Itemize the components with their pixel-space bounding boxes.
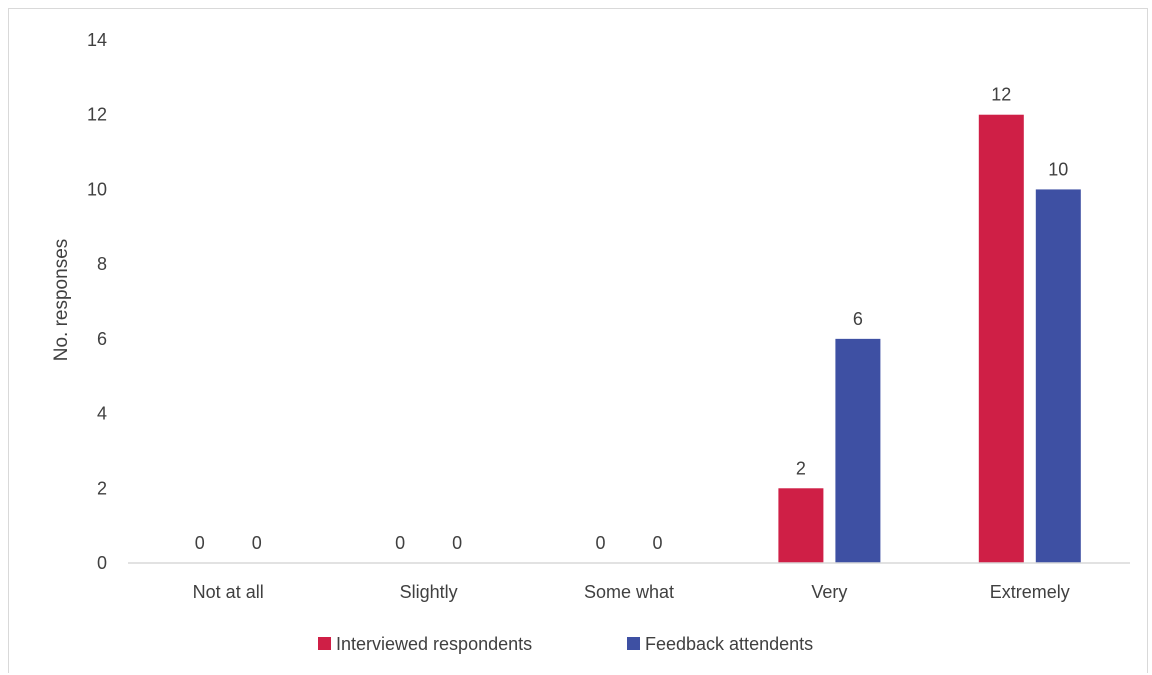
y-tick-label: 2 <box>97 478 107 498</box>
legend: Interviewed respondents Feedback attenden… <box>318 634 813 654</box>
legend-label: Interviewed respondents <box>336 634 532 654</box>
y-tick-label: 0 <box>97 553 107 573</box>
data-label: 0 <box>395 533 405 553</box>
data-label: 0 <box>652 533 662 553</box>
y-tick-label: 8 <box>97 254 107 274</box>
chart-frame <box>8 8 1148 673</box>
x-tick-label: Not at all <box>193 582 264 602</box>
legend-label: Feedback attendents <box>645 634 813 654</box>
bar <box>1035 189 1081 563</box>
bar <box>778 488 824 563</box>
data-label: 0 <box>595 533 605 553</box>
bar <box>978 114 1024 563</box>
data-label: 0 <box>195 533 205 553</box>
legend-swatch <box>627 637 640 650</box>
y-tick-label: 10 <box>87 179 107 199</box>
data-label: 2 <box>796 458 806 478</box>
y-tick-label: 6 <box>97 329 107 349</box>
y-tick-label: 14 <box>87 30 107 50</box>
x-tick-label: Extremely <box>990 582 1070 602</box>
legend-swatch <box>318 637 331 650</box>
bars: 0 0 0 0 0 0 2 6 12 10 <box>195 85 1081 563</box>
data-label: 6 <box>853 309 863 329</box>
y-tick-label: 12 <box>87 105 107 125</box>
y-axis: 0 2 4 6 8 10 12 14 <box>87 30 107 573</box>
x-axis: Not at all Slightly Some what Very Extremely <box>128 562 1130 602</box>
y-tick-label: 4 <box>97 404 107 424</box>
y-axis-label: No. responses <box>51 239 72 362</box>
data-label: 12 <box>991 85 1011 105</box>
x-tick-label: Some what <box>584 582 674 602</box>
x-tick-label: Slightly <box>400 582 458 602</box>
data-label: 0 <box>252 533 262 553</box>
bar <box>835 338 881 563</box>
data-label: 10 <box>1048 159 1068 179</box>
data-label: 0 <box>452 533 462 553</box>
x-tick-label: Very <box>811 582 847 602</box>
